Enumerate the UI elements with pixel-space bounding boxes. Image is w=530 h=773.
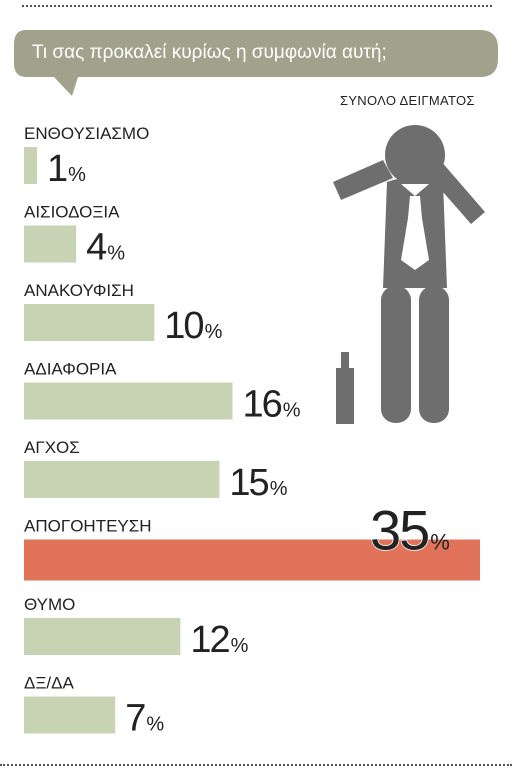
value-label: 4 bbox=[86, 227, 107, 269]
percent-sign: % bbox=[68, 164, 86, 186]
percent-sign: % bbox=[283, 400, 301, 422]
bar bbox=[24, 461, 220, 498]
category-label: ΘΥΜΟ bbox=[24, 595, 75, 614]
percent-sign: % bbox=[205, 321, 223, 343]
percent-sign: % bbox=[146, 714, 164, 736]
bar bbox=[24, 304, 155, 341]
highlight-bar bbox=[24, 539, 480, 581]
sample-label: ΣΥΝΟΛΟ ΔΕΙΓΜΑΤΟΣ bbox=[340, 93, 475, 108]
question-text: Τι σας προκαλεί κυρίως η συμφωνία αυτή; bbox=[32, 42, 387, 63]
category-label: ΑΙΣΙΟΔΟΞΙΑ bbox=[24, 203, 120, 222]
value-label: 35 bbox=[370, 499, 428, 562]
percent-sign: % bbox=[430, 530, 450, 555]
category-label: ΕΝΘΟΥΣΙΑΣΜΟ bbox=[24, 124, 149, 143]
bar bbox=[24, 382, 233, 420]
value-label: 12 bbox=[190, 619, 229, 661]
percent-sign: % bbox=[231, 635, 249, 657]
category-label: ΑΝΑΚΟΥΦΙΣΗ bbox=[24, 281, 134, 300]
value-label: 1 bbox=[47, 148, 67, 190]
category-label: ΑΓΧΟΣ bbox=[24, 438, 80, 457]
bar bbox=[24, 225, 77, 263]
bar bbox=[24, 147, 38, 184]
bottle-icon bbox=[336, 352, 354, 424]
category-label: ΑΠΟΓΟΗΤΕΥΣΗ bbox=[24, 517, 152, 536]
percent-sign: % bbox=[107, 243, 125, 265]
bottom-dotted-rule bbox=[0, 764, 512, 766]
stressed-businessman-icon bbox=[333, 125, 485, 424]
category-label: ΑΔΙΑΦΟΡΙΑ bbox=[24, 360, 117, 379]
percent-sign: % bbox=[270, 478, 288, 500]
bar bbox=[24, 696, 116, 734]
category-label: ΔΞ/ΔΑ bbox=[24, 674, 74, 693]
top-dotted-rule bbox=[22, 5, 492, 7]
bar bbox=[24, 618, 181, 655]
value-label: 15 bbox=[229, 462, 268, 504]
value-label: 7 bbox=[125, 698, 145, 740]
question-bubble bbox=[14, 30, 498, 96]
value-label: 16 bbox=[242, 384, 281, 426]
value-label: 10 bbox=[164, 305, 203, 347]
